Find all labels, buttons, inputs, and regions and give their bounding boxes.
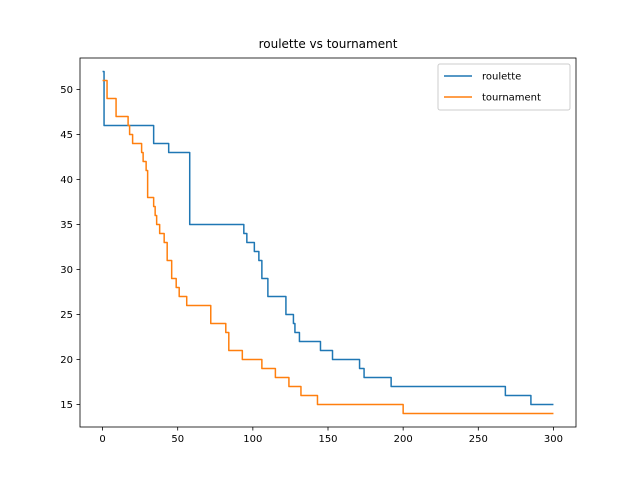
x-tick-label: 150 — [318, 434, 337, 445]
y-tick-label: 15 — [60, 400, 73, 411]
legend-label-tournament: tournament — [482, 93, 541, 104]
x-tick-label: 300 — [544, 434, 563, 445]
y-tick-label: 25 — [60, 310, 73, 321]
x-tick-label: 250 — [469, 434, 488, 445]
y-tick-label: 30 — [60, 265, 73, 276]
series-line-roulette — [102, 70, 554, 406]
series-layer — [102, 70, 554, 415]
x-tick-label: 50 — [171, 434, 184, 445]
y-tick-label: 50 — [60, 85, 73, 96]
legend: roulette tournament — [437, 63, 571, 111]
y-tick-label: 45 — [60, 130, 73, 141]
chart-title: roulette vs tournament — [259, 37, 398, 51]
y-tick-label: 40 — [60, 175, 73, 186]
axis-layer: 0 50 100 150 200 250 300 15 20 25 30 35 40 45 50 — [60, 57, 577, 445]
x-tick-label: 100 — [243, 434, 262, 445]
x-tick-label: 200 — [394, 434, 413, 445]
series-line-tournament — [102, 79, 554, 415]
y-tick-label: 20 — [60, 355, 73, 366]
plot-frame — [79, 57, 577, 428]
y-tick-label: 35 — [60, 220, 73, 231]
legend-label-roulette: roulette — [482, 72, 521, 83]
x-tick-label: 0 — [99, 434, 105, 445]
